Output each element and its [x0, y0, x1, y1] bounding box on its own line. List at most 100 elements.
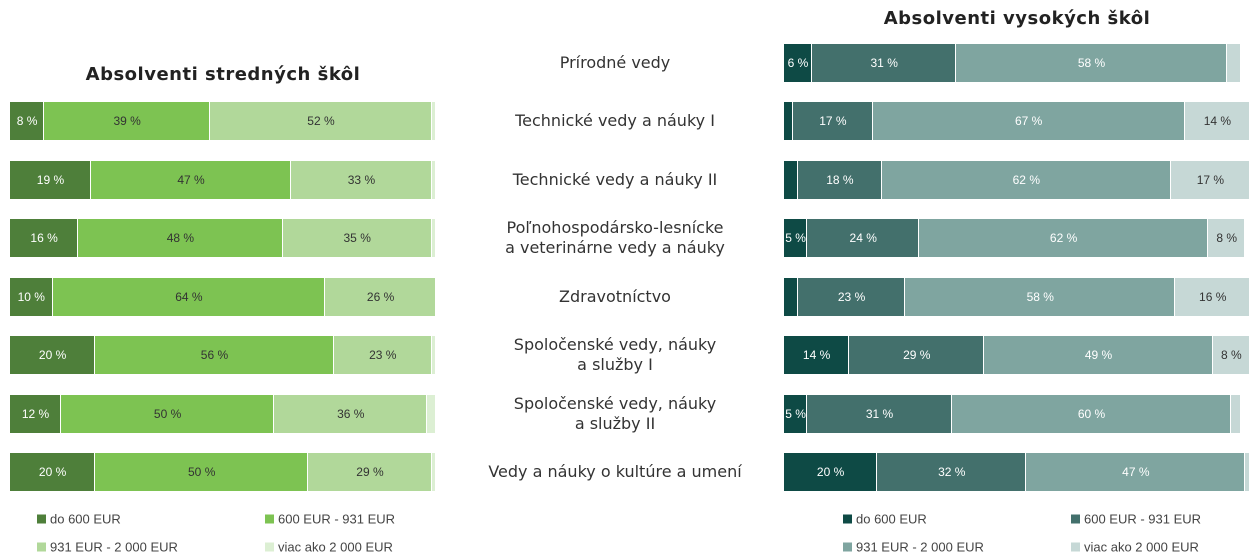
legend-label: 600 EUR - 931 EUR — [1084, 511, 1202, 527]
data-label: 60 % — [1077, 406, 1106, 421]
data-label: 50 % — [188, 465, 216, 480]
data-label: 31 % — [865, 406, 894, 421]
bar-segment — [784, 453, 878, 492]
bar-segment — [10, 277, 53, 316]
category-label: Poľnohospodársko-lesnícke a veterinárne … — [505, 218, 725, 258]
data-label: 26 % — [366, 289, 395, 304]
bar-segment — [872, 102, 1185, 141]
data-label: 52 % — [307, 114, 335, 129]
category-label: Prírodné vedy — [559, 53, 671, 72]
legend-label: 931 EUR - 2 000 EUR — [856, 539, 984, 553]
legend-label: 931 EUR - 2 000 EUR — [50, 539, 178, 553]
data-label: 20 % — [38, 465, 67, 480]
bar-segment — [784, 219, 808, 258]
legend-swatch — [265, 542, 274, 552]
legend-item: do 600 EUR — [843, 512, 927, 527]
data-label: 20 % — [38, 348, 67, 363]
category-label: Zdravotníctvo — [559, 286, 671, 306]
bar-segment — [797, 160, 882, 199]
legend-swatch — [37, 542, 46, 552]
bar-segment — [44, 102, 211, 141]
bar-segment — [427, 394, 436, 433]
bar-segment — [784, 277, 798, 316]
data-label: 8 % — [1216, 231, 1238, 246]
bar-segment — [52, 277, 326, 316]
legend-label: viac ako 2 000 EUR — [278, 539, 393, 553]
bar-segment — [797, 277, 906, 316]
legend-label: do 600 EUR — [856, 511, 927, 527]
data-label: 19 % — [36, 172, 65, 187]
legend-swatch — [1071, 514, 1080, 524]
bar-segment — [1231, 394, 1241, 433]
data-label: 5 % — [785, 231, 806, 246]
data-label: 24 % — [849, 231, 877, 246]
data-label: 10 % — [17, 289, 45, 304]
legend-item: 600 EUR - 931 EUR — [1071, 512, 1201, 527]
data-label: 48 % — [166, 231, 195, 246]
bar-segment — [210, 102, 432, 141]
data-label: 23 % — [837, 289, 866, 304]
legend-swatch — [37, 514, 46, 524]
category-label: Technické vedy a náuky II — [512, 169, 718, 189]
bar-segment — [807, 219, 920, 258]
bar-segment — [431, 160, 436, 199]
category-label: Technické vedy a náuky I — [515, 111, 715, 131]
data-label: 50 % — [153, 406, 182, 421]
bar-segment — [78, 219, 283, 258]
data-label: 35 % — [343, 231, 371, 246]
bar-segment — [61, 394, 275, 433]
data-label: 32 % — [938, 465, 966, 480]
data-label: 47 % — [1122, 465, 1150, 480]
data-label: 47 % — [177, 172, 205, 187]
bar-segment — [431, 102, 436, 141]
bar-segment — [1184, 102, 1250, 141]
legend-swatch — [843, 514, 852, 524]
bar-segment — [308, 453, 432, 492]
data-label: 5 % — [785, 406, 806, 421]
bar-segment — [1170, 160, 1250, 199]
bar-segment — [784, 160, 798, 199]
data-label: 16 % — [30, 231, 58, 246]
legend-item: 931 EUR - 2 000 EUR — [37, 540, 178, 553]
bar-segment — [811, 44, 957, 82]
data-label: 17 % — [1196, 172, 1225, 187]
bar-segment — [282, 219, 432, 258]
bar-segment — [10, 394, 62, 433]
legend-swatch — [1071, 542, 1080, 552]
bar-segment — [1175, 277, 1250, 316]
data-label: 62 % — [1012, 172, 1040, 187]
bar-segment — [10, 160, 91, 199]
bar-segment — [95, 336, 334, 375]
bar-segment — [431, 219, 436, 258]
data-label: 29 % — [356, 465, 384, 480]
bar-segment — [793, 102, 873, 141]
bar-segment — [905, 277, 1176, 316]
legend-item: 931 EUR - 2 000 EUR — [843, 540, 984, 553]
bar-segment — [877, 453, 1027, 492]
data-label: 23 % — [369, 348, 397, 363]
bar-segment — [784, 44, 812, 82]
bar-segment — [274, 394, 428, 433]
legend-item: 600 EUR - 931 EUR — [265, 512, 395, 527]
data-label: 8 % — [16, 114, 38, 129]
data-label: 18 % — [826, 172, 854, 187]
data-label: 67 % — [1014, 114, 1043, 129]
bar-segment — [325, 277, 436, 316]
bar-segment — [10, 336, 96, 375]
bar-segment — [784, 102, 794, 141]
bar-segment — [95, 453, 309, 492]
bar-segment — [881, 160, 1171, 199]
category-label: Spoločenské vedy, náuky a služby I — [513, 335, 717, 375]
category-label: Spoločenské vedy, náuky a služby II — [513, 393, 717, 433]
data-label: 33 % — [347, 172, 376, 187]
bar-segment — [919, 219, 1209, 258]
data-label: 17 % — [819, 114, 847, 129]
bar-segment — [10, 102, 45, 141]
legend-item: do 600 EUR — [37, 512, 121, 527]
data-label: 62 % — [1049, 231, 1078, 246]
legend-label: do 600 EUR — [50, 511, 121, 527]
bar-segment — [1208, 219, 1246, 258]
data-label: 6 % — [787, 56, 809, 70]
data-label: 58 % — [1026, 289, 1054, 304]
